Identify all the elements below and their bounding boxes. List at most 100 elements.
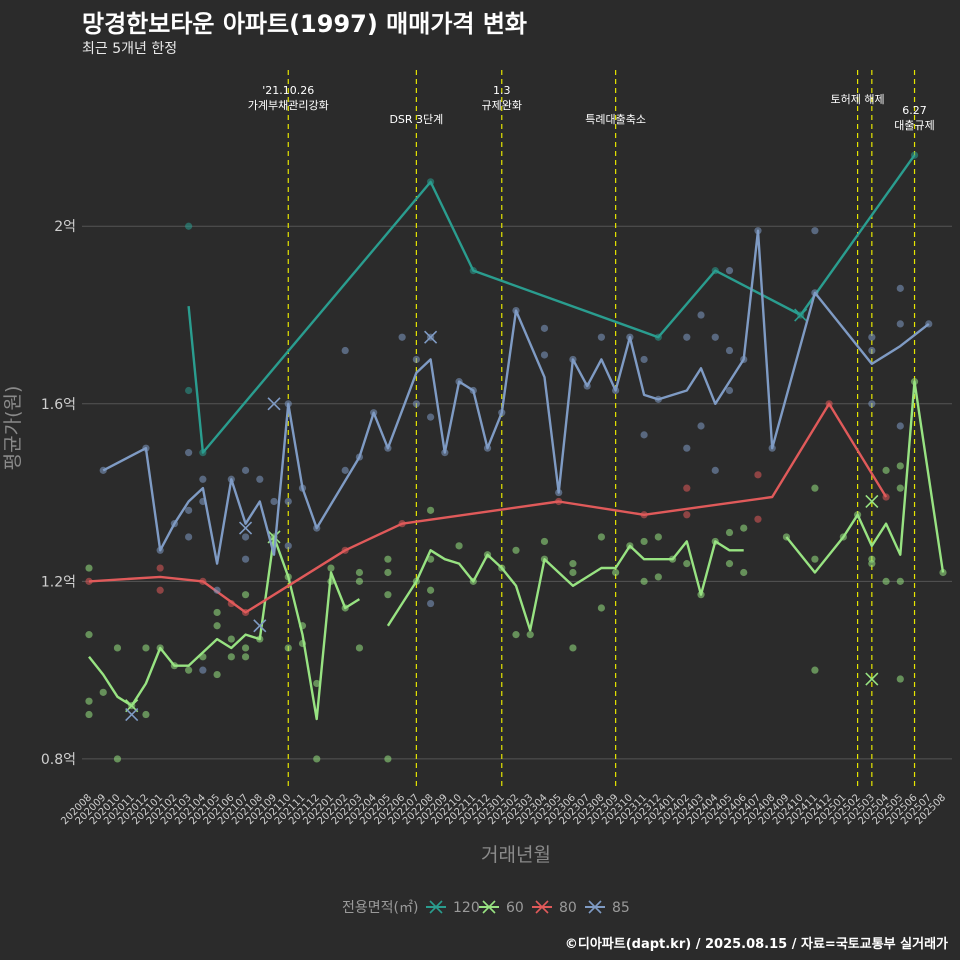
data-point — [683, 484, 691, 492]
data-point — [85, 564, 93, 572]
data-point — [811, 666, 819, 674]
data-point — [384, 555, 392, 563]
data-point — [868, 560, 876, 568]
data-point — [113, 644, 122, 652]
data-point — [213, 608, 221, 617]
data-point — [384, 568, 392, 577]
cross-marker — [125, 707, 139, 722]
data-point — [526, 631, 534, 639]
data-point — [213, 670, 221, 679]
data-point — [427, 599, 435, 608]
data-point — [355, 568, 364, 577]
data-point — [185, 506, 193, 514]
data-point — [654, 533, 662, 541]
data-point — [241, 466, 250, 474]
x-axis-title: 거래년월 — [481, 844, 551, 866]
event-label: '21.10.26 — [262, 84, 314, 97]
data-point — [896, 284, 904, 292]
data-point — [597, 604, 606, 612]
data-point — [113, 755, 122, 763]
data-point — [213, 622, 221, 630]
data-point — [284, 497, 292, 506]
data-point — [540, 324, 549, 332]
data-point — [754, 471, 762, 479]
data-point — [199, 475, 207, 483]
series-120 — [185, 151, 919, 457]
data-point — [427, 506, 435, 514]
y-axis-ticks: 0.8억 1.2억 1.6억 2억 — [41, 219, 76, 768]
data-point — [711, 333, 719, 341]
legend: 전용면적(㎡) 120 60 80 85 — [342, 900, 630, 916]
data-point — [896, 320, 904, 328]
data-point — [241, 555, 250, 563]
event-label: 6.27 — [902, 104, 927, 117]
data-point — [868, 346, 876, 355]
data-point — [341, 346, 349, 355]
cross-marker — [253, 619, 267, 633]
data-point — [85, 710, 93, 719]
data-point — [896, 577, 904, 585]
data-point — [427, 586, 435, 594]
series-line — [88, 402, 888, 614]
data-point — [640, 355, 648, 364]
data-point — [142, 644, 150, 652]
data-point — [868, 400, 876, 408]
data-point — [512, 546, 520, 554]
data-point — [740, 568, 748, 577]
data-point — [683, 444, 691, 452]
data-point — [256, 475, 264, 483]
data-point — [313, 679, 321, 688]
legend-title: 전용면적(㎡) — [342, 900, 418, 916]
data-point — [640, 431, 648, 439]
legend-swatch-cross — [588, 900, 602, 914]
data-point — [683, 333, 691, 341]
cross-marker — [865, 672, 879, 686]
series-line — [386, 540, 744, 632]
data-point — [512, 631, 520, 639]
y-axis-title: 평균가(원) — [2, 386, 24, 471]
data-point — [711, 466, 719, 474]
data-point — [896, 484, 904, 492]
data-point — [327, 564, 335, 572]
data-point — [754, 515, 762, 523]
legend-swatch-cross — [535, 900, 549, 914]
legend-swatch-cross — [482, 900, 496, 914]
series-85 — [99, 227, 933, 722]
data-point — [725, 346, 734, 355]
data-point — [384, 755, 392, 763]
x-axis-ticks: 2020082020092020102020112020122021012021… — [59, 792, 948, 827]
cross-marker — [794, 308, 808, 322]
data-point — [185, 222, 193, 230]
data-point — [882, 466, 890, 474]
data-point — [882, 577, 890, 585]
data-point — [740, 524, 748, 532]
series-line — [785, 380, 945, 574]
data-point — [896, 462, 904, 470]
data-point — [156, 586, 164, 594]
data-point — [540, 351, 549, 359]
data-point — [697, 311, 705, 319]
data-point — [427, 413, 435, 421]
data-point — [99, 688, 107, 696]
event-label: 특례대출축소 — [585, 113, 646, 126]
data-point — [241, 653, 250, 661]
data-point — [412, 400, 420, 408]
data-point — [185, 449, 193, 457]
data-point — [725, 528, 734, 537]
data-point — [284, 644, 292, 652]
cross-marker — [267, 397, 281, 411]
data-point — [185, 666, 193, 674]
data-point — [725, 386, 734, 395]
data-point — [683, 511, 691, 519]
event-label: 토허제 해제 — [831, 92, 885, 106]
event-label: 대출규제 — [894, 119, 934, 132]
series-line — [88, 535, 361, 721]
y-tick-label: 1.6억 — [41, 397, 76, 413]
data-point — [412, 355, 420, 364]
event-label: 규제완화 — [482, 99, 522, 112]
data-point — [455, 542, 463, 550]
data-point — [142, 710, 150, 719]
cross-marker — [239, 521, 253, 535]
legend-label: 120 — [453, 900, 480, 916]
